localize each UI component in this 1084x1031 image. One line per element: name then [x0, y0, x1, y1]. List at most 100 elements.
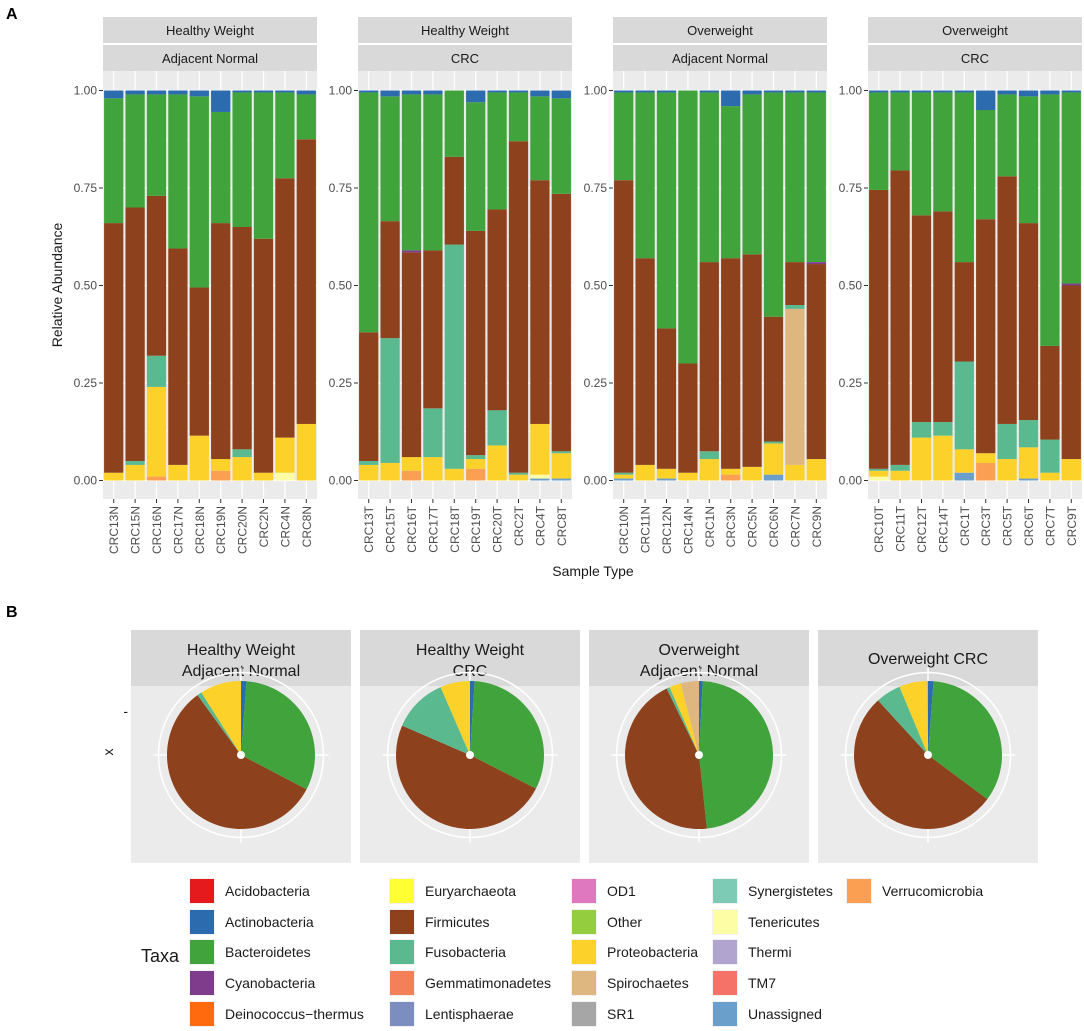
legend-item: TM7 — [712, 970, 776, 996]
bar-segment — [380, 221, 400, 339]
legend-swatch — [390, 879, 414, 903]
bar-segment — [530, 180, 550, 424]
bar-segment — [933, 90, 953, 93]
x-tick-label: CRC7T — [1043, 505, 1057, 546]
bar-segment — [997, 176, 1017, 424]
legend-item: SR1 — [571, 1001, 634, 1027]
legend-label: Gemmatimonadetes — [425, 975, 551, 991]
y-tick-label: 0.00 — [329, 474, 353, 488]
bar-segment — [911, 422, 932, 438]
x-tick-label: CRC10T — [872, 505, 886, 552]
legend-swatch — [190, 910, 214, 934]
legend-swatch — [847, 879, 871, 903]
facet-strip-label: Adjacent Normal — [162, 51, 258, 66]
legend-label: Thermi — [748, 944, 792, 960]
bar-segment — [976, 219, 996, 454]
bar-segment — [530, 478, 550, 481]
bar-segment — [253, 472, 274, 481]
y-tick-label: 1.00 — [329, 84, 353, 98]
bar-segment — [211, 470, 231, 481]
legend-item: Firmicutes — [389, 909, 490, 935]
x-tick-label: CRC4T — [533, 505, 547, 546]
bar-segment — [380, 96, 400, 222]
bar-segment — [423, 457, 443, 481]
pie-slice — [470, 681, 475, 755]
x-tick-label: CRC17N — [171, 506, 185, 554]
legend-item: Tenericutes — [712, 909, 820, 935]
bar-segment — [296, 139, 316, 424]
x-tick-label: CRC16N — [150, 506, 164, 554]
bar-segment — [487, 90, 507, 93]
bar-segment — [444, 90, 464, 157]
bar-segment — [232, 92, 252, 227]
legend-label: Lentisphaerae — [425, 1006, 514, 1022]
bar-segment — [508, 92, 529, 142]
bar-segment — [1061, 283, 1081, 286]
bar-segment — [763, 441, 784, 444]
bar-segment — [530, 423, 550, 475]
legend-swatch — [390, 971, 414, 995]
x-tick-label: CRC11T — [894, 505, 908, 551]
bar-segment — [466, 90, 486, 103]
x-tick-label: CRC7N — [788, 506, 802, 547]
bar-segment — [699, 451, 719, 460]
bar-segment — [168, 464, 188, 481]
x-tick-label: CRC19T — [469, 505, 483, 552]
pie-slice — [680, 681, 699, 755]
pie-slice — [395, 725, 536, 830]
bar-segment — [742, 94, 762, 255]
bar-segment — [721, 468, 741, 475]
bar-segment — [359, 92, 379, 333]
bar-segment — [401, 252, 422, 458]
facet-strip-label: Overweight CRC — [868, 651, 988, 668]
facet-strip — [868, 17, 1082, 43]
bar-segment — [211, 459, 231, 471]
y-tick-label: 0.50 — [839, 279, 863, 293]
bar-segment — [466, 459, 486, 469]
bar-segment — [466, 102, 486, 231]
x-tick-label: CRC1T — [958, 505, 972, 546]
bar-segment — [444, 468, 464, 481]
pie-slice — [878, 686, 928, 755]
bar-segment — [869, 476, 889, 481]
bar-segment — [890, 170, 910, 465]
facet-strip-label: Healthy Weight — [166, 23, 254, 38]
legend-swatch — [572, 910, 596, 934]
legend-item: Deinococcus−thermus — [189, 1001, 364, 1027]
legend-label: Tenericutes — [748, 914, 820, 930]
legend-item: Gemmatimonadetes — [389, 970, 551, 996]
bar-segment — [785, 305, 805, 309]
pie-slice — [625, 688, 707, 829]
pie-slice — [928, 681, 934, 755]
bar-segment — [401, 470, 422, 481]
legend-swatch — [390, 940, 414, 964]
bar-segment — [466, 455, 486, 460]
legend-label: Fusobacteria — [425, 944, 506, 960]
bar-segment — [551, 90, 571, 99]
bar-segment — [551, 98, 571, 194]
x-tick-label: CRC13T — [362, 505, 376, 552]
legend-swatch — [713, 940, 737, 964]
pie-slice — [197, 692, 241, 755]
pie-center-dot — [695, 751, 703, 759]
bar-segment — [997, 94, 1017, 177]
bar-segment — [742, 90, 762, 95]
bar-facet: Overweight CRC CRC10T CRC11T CRC12T CRC14T CRC… — [839, 17, 1082, 553]
bar-segment — [785, 90, 805, 93]
x-tick-label: CRC14T — [936, 505, 950, 552]
legend-swatch — [190, 879, 214, 903]
facet-strip — [358, 45, 572, 71]
bar-x-axis-title: Sample Type — [552, 563, 634, 579]
facet-strip — [613, 17, 827, 43]
x-tick-label: CRC18T — [448, 505, 462, 552]
bar-segment — [487, 445, 507, 481]
x-tick-label: CRC17T — [426, 505, 440, 552]
bar-segment — [275, 92, 295, 179]
y-tick-label: 0.25 — [329, 376, 353, 390]
x-tick-label: CRC12N — [660, 506, 674, 554]
bar-segment — [530, 90, 550, 97]
bar-segment — [614, 474, 634, 479]
legend-item: Other — [571, 909, 642, 935]
